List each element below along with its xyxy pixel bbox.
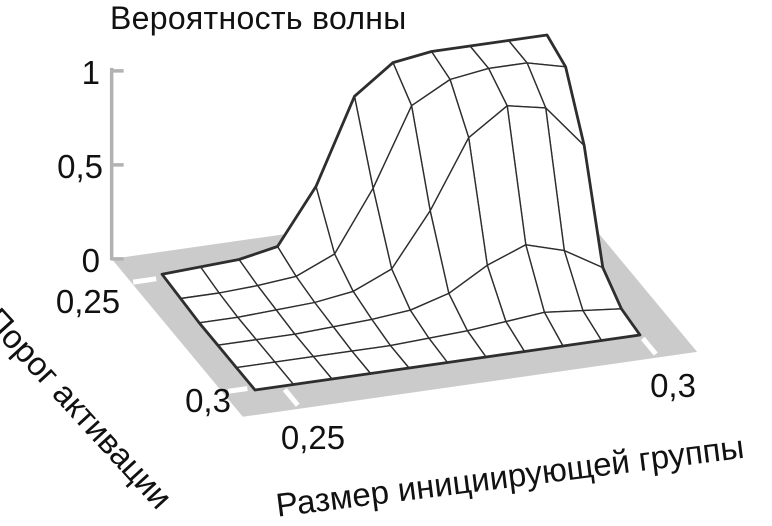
y-axis-tick-label-0-25: 0,25 (55, 283, 121, 320)
z-axis-tick-label-1: 1 (81, 54, 100, 91)
x-tick-notch-0-3 (640, 336, 658, 356)
y-axis-tick-label-0-3: 0,3 (185, 382, 231, 419)
z-axis-tick-label-0-5: 0,5 (57, 148, 103, 185)
chart-title: Вероятность волны (110, 0, 407, 36)
y-tick-notch-0-25 (132, 276, 157, 285)
x-axis-tick-label-0-3: 0,3 (650, 367, 696, 404)
x-axis-tick-label-0-25: 0,25 (280, 419, 346, 456)
z-axis-tick-label-0: 0 (81, 242, 100, 279)
x-tick-notch-0-25 (282, 387, 300, 407)
y-tick-notch-0-3 (227, 386, 248, 394)
surface-outline (160, 33, 642, 392)
